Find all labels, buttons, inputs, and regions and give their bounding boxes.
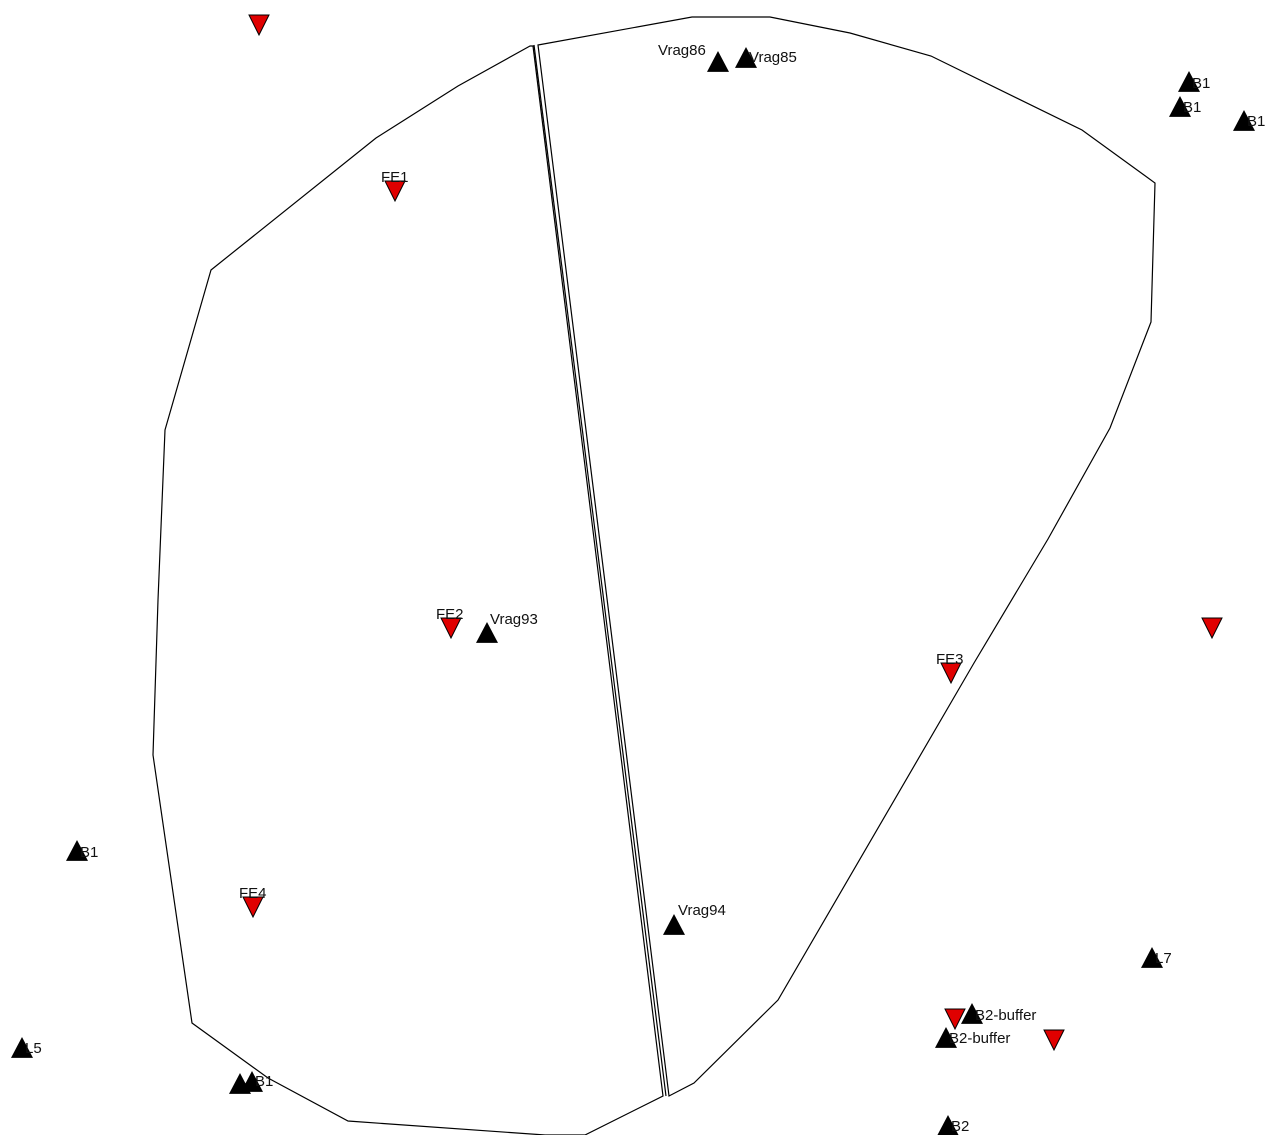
marker-label: B1 <box>255 1073 273 1090</box>
black-triangle-marker[interactable] <box>937 1115 959 1135</box>
black-triangle-marker[interactable] <box>476 622 498 643</box>
black-triangle-marker[interactable] <box>1169 96 1191 117</box>
marker-label: Vrag94 <box>678 902 726 919</box>
marker-label: Vrag93 <box>490 611 538 628</box>
marker-label: FE2 <box>436 606 464 623</box>
road-line <box>533 44 667 1097</box>
marker-label: Vrag86 <box>658 42 706 59</box>
marker-label: B2-buffer <box>949 1030 1010 1047</box>
marker-label: FE4 <box>239 885 267 902</box>
red-triangle-marker[interactable] <box>944 1008 966 1031</box>
east-parcel-polygon[interactable] <box>537 16 1156 1097</box>
red-triangle-marker[interactable] <box>248 14 270 37</box>
marker-label: Vrag85 <box>749 49 797 66</box>
marker-label: B2-buffer <box>975 1007 1036 1024</box>
marker-label: B1 <box>1183 99 1201 116</box>
black-triangle-marker[interactable] <box>935 1027 957 1048</box>
west-parcel-polygon[interactable] <box>152 45 664 1135</box>
red-triangle-marker[interactable] <box>440 617 462 640</box>
black-triangle-marker[interactable] <box>1178 71 1200 92</box>
marker-label: FE3 <box>936 651 964 668</box>
red-triangle-marker[interactable] <box>940 662 962 685</box>
marker-label: B2 <box>951 1118 969 1135</box>
black-triangle-marker[interactable] <box>11 1037 33 1058</box>
marker-label: L5 <box>25 1040 42 1057</box>
black-triangle-marker[interactable] <box>241 1071 263 1092</box>
black-triangle-marker[interactable] <box>663 914 685 935</box>
black-triangle-marker[interactable] <box>1141 947 1163 968</box>
red-triangle-marker[interactable] <box>242 896 264 919</box>
marker-label: FE1 <box>381 169 409 186</box>
red-triangle-marker[interactable] <box>384 180 406 203</box>
black-triangle-marker[interactable] <box>707 51 729 72</box>
marker-label: B1 <box>1247 113 1265 130</box>
marker-label: L7 <box>1155 950 1172 967</box>
marker-label: B1 <box>80 844 98 861</box>
black-triangle-marker[interactable] <box>735 47 757 68</box>
black-triangle-marker[interactable] <box>66 840 88 861</box>
marker-label: B1 <box>1192 75 1210 92</box>
black-triangle-marker[interactable] <box>961 1003 983 1024</box>
red-triangle-marker[interactable] <box>1043 1029 1065 1052</box>
black-triangle-marker[interactable] <box>1233 110 1255 131</box>
red-triangle-marker[interactable] <box>1201 617 1223 640</box>
